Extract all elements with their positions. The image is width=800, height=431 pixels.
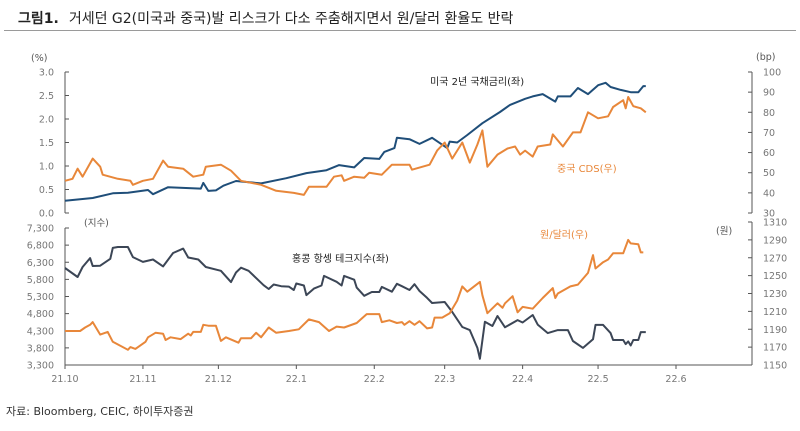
bottom-left-unit: (지수) xyxy=(84,218,109,229)
right-tick-label: 1190 xyxy=(763,325,787,336)
x-tick-label: 22.3 xyxy=(434,374,455,385)
right-tick-label: 1250 xyxy=(763,271,787,282)
left-tick-label: 6,300 xyxy=(27,258,54,269)
series-label-krw: 원/달러(우) xyxy=(540,229,588,241)
left-tick-label: 3.0 xyxy=(39,68,54,79)
series-line-krw xyxy=(65,238,644,351)
series-label-us2y: 미국 2년 국채금리(좌) xyxy=(430,76,524,88)
right-tick-label: 30 xyxy=(763,209,775,220)
left-tick-label: 1.0 xyxy=(39,162,54,173)
figure-number: 그림1. xyxy=(18,11,59,27)
right-tick-label: 70 xyxy=(763,128,775,139)
x-tick-label: 22.2 xyxy=(364,374,385,385)
series-line-cds xyxy=(64,96,647,196)
x-tick-label: 22.4 xyxy=(512,374,533,385)
right-tick-label: 60 xyxy=(763,148,775,159)
figure-title-text: 거세던 G2(미국과 중국)발 리스크가 다소 주춤해지면서 원/달러 환율도 … xyxy=(68,11,514,27)
right-tick-label: 50 xyxy=(763,168,775,179)
right-tick-label: 1310 xyxy=(763,218,787,229)
x-tick-label: 22.6 xyxy=(665,374,686,385)
title-divider xyxy=(4,30,796,31)
left-tick-label: 2.5 xyxy=(39,91,54,102)
right-tick-label: 80 xyxy=(763,108,775,119)
left-tick-label: 4,300 xyxy=(27,326,54,337)
left-tick-label: 5,800 xyxy=(27,275,54,286)
left-tick-label: 5,300 xyxy=(27,292,54,303)
series-label-cds: 중국 CDS(우) xyxy=(557,163,617,175)
right-tick-label: 100 xyxy=(763,68,781,79)
left-tick-label: 3,300 xyxy=(27,361,54,372)
x-tick-label: 21.10 xyxy=(51,374,78,385)
x-tick-label: 22.1 xyxy=(286,374,307,385)
source-note: 자료: Bloomberg, CEIC, 하이투자증권 xyxy=(6,405,194,418)
series-label-hstech: 홍콩 항셍 테크지수(좌) xyxy=(292,252,389,265)
right-tick-label: 1230 xyxy=(763,289,787,300)
top-right-unit: (bp) xyxy=(756,52,775,63)
x-tick-label: 21.11 xyxy=(129,374,156,385)
left-tick-label: 6,800 xyxy=(27,241,54,252)
left-tick-label: 0.5 xyxy=(39,185,54,196)
x-tick-label: 21.12 xyxy=(205,374,232,385)
right-tick-label: 1290 xyxy=(763,235,787,246)
series-line-us2y xyxy=(64,81,646,202)
top-left-unit: (%) xyxy=(31,53,47,64)
left-tick-label: 4,800 xyxy=(27,309,54,320)
figure-title: 그림1. 거세던 G2(미국과 중국)발 리스크가 다소 주춤해지면서 원/달러 … xyxy=(18,8,513,28)
right-tick-label: 90 xyxy=(763,88,775,99)
x-tick-label: 22.5 xyxy=(587,374,608,385)
bottom-right-unit: (원) xyxy=(716,226,732,237)
left-tick-label: 3,800 xyxy=(27,343,54,354)
right-tick-label: 1270 xyxy=(763,253,787,264)
series-line-hstech xyxy=(64,246,646,360)
right-tick-label: 40 xyxy=(763,188,775,199)
right-tick-label: 1210 xyxy=(763,307,787,318)
left-tick-label: 0.0 xyxy=(39,209,54,220)
left-tick-label: 7,300 xyxy=(27,224,54,235)
right-tick-label: 1170 xyxy=(763,343,787,354)
left-tick-label: 2.0 xyxy=(39,115,54,126)
left-tick-label: 1.5 xyxy=(39,138,54,149)
right-tick-label: 1150 xyxy=(763,361,787,372)
